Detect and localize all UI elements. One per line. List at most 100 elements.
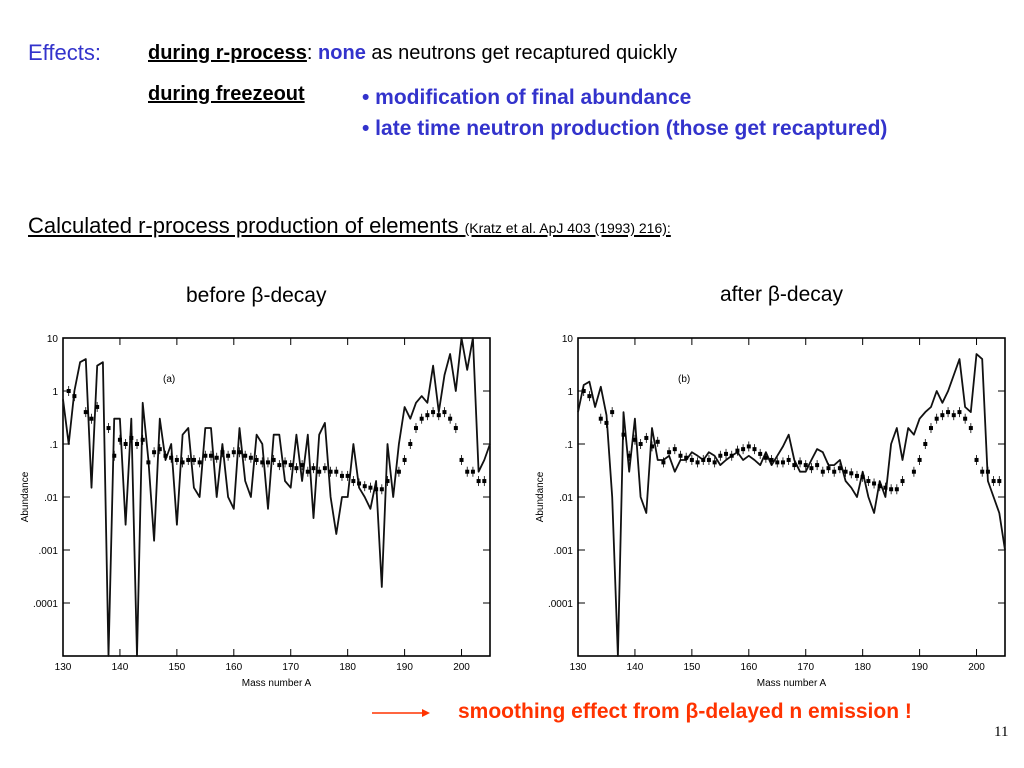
bullet-final-abundance: • modification of final abundance (362, 86, 692, 109)
chart-b-observed-point (803, 460, 808, 471)
chart-b-ytick-label: .0001 (548, 599, 573, 610)
chart-b-observed-point (928, 423, 933, 434)
chart-a-xtick-label: 180 (339, 662, 356, 673)
chart-a-xtick-label: 190 (396, 662, 413, 673)
chart-b-observed-point (917, 454, 922, 465)
chart-a-observed-point (180, 457, 185, 468)
chart-b-observed-point (934, 413, 939, 424)
chart-b-observed-point (724, 448, 729, 459)
chart-b-observed-point (598, 413, 603, 424)
chart-a-observed-point (163, 450, 168, 461)
chart-b-observed-point (752, 444, 757, 455)
chart-b-ytick-label: .001 (554, 546, 574, 557)
chart-b-observed-point (900, 476, 905, 487)
chart-b-observed-point (610, 407, 615, 418)
chart-b-observed-point (689, 454, 694, 465)
chart-a-observed-point (453, 423, 458, 434)
rprocess-text: as neutrons get recaptured quickly (371, 42, 678, 64)
chart-b-observed-point (684, 452, 689, 463)
chart-a-observed-point (254, 454, 259, 465)
chart-b-observed-point (655, 436, 660, 447)
chart-b-calculated-line (577, 353, 1006, 657)
chart-b-observed-point (849, 468, 854, 479)
chart-a-observed-point (311, 463, 316, 474)
chart-a-observed-point (123, 439, 128, 449)
chart-a-observed-point (106, 423, 111, 434)
chart-b-observed-point (661, 457, 666, 468)
chart-b-observed-point (951, 410, 956, 421)
chart-b-observed-point (798, 457, 803, 468)
chart-b-observed-point (627, 450, 632, 461)
chart-a-xtick-label: 200 (453, 662, 470, 673)
chart-b-observed-point (815, 460, 820, 471)
chart-b-observed-point (667, 447, 672, 458)
chart-a-observed-point (271, 454, 276, 465)
chart-b-observed-point (712, 457, 717, 468)
chart-a-observed-point (129, 432, 134, 443)
chart-a-observed-point (322, 463, 327, 474)
chart-a-observed-point (379, 484, 384, 495)
chart-a-observed-point (300, 460, 305, 471)
chart-b-xtick-label: 200 (968, 662, 985, 673)
chart-a-observed-point (203, 450, 208, 461)
chart-b-observed-point (854, 470, 859, 481)
bullet-late-neutron: • late time neutron production (those ge… (362, 117, 888, 140)
chart-b-observed-point (832, 466, 837, 477)
chart-b-xtick-label: 170 (797, 662, 814, 673)
chart-b-observed-point (820, 466, 825, 477)
chart-b-observed-point (872, 478, 877, 489)
chart-after-decay: 130 140 150 160 170 180 190 200 10 1 .1 .01 .001 .000… (535, 334, 1006, 689)
chart-b-observed-point (866, 476, 871, 487)
chart-a-observed-point (197, 457, 202, 468)
chart-a-observed-point (169, 452, 174, 463)
chart-b-observed-point (678, 450, 683, 461)
chart-b-observed-point (650, 441, 655, 452)
chart-a-observed-point (459, 454, 464, 465)
effects-label: Effects: (28, 40, 101, 65)
chart-b-observed-point (940, 410, 945, 421)
chart-a-observed-point (83, 407, 88, 418)
chart-b-xtick-label: 190 (911, 662, 928, 673)
chart-a-observed-point (351, 476, 356, 487)
chart-b-observed-point (746, 441, 751, 452)
chart-a-ylabel: Abundance (20, 471, 31, 522)
chart-b-frame (577, 337, 1006, 657)
chart-a-observed-point (374, 484, 379, 495)
chart-b-xtick-label: 180 (854, 662, 871, 673)
chart-a-observed-point (237, 447, 242, 458)
chart-a-observed-point (260, 457, 265, 468)
chart-b-ytick-label: .01 (559, 493, 573, 504)
chart-a-observed-point (174, 454, 179, 465)
chart-a-observed-point (334, 466, 339, 477)
chart-b-observed-point (769, 454, 774, 465)
chart-a-observed-point (345, 470, 350, 481)
chart-a-observed-point (191, 454, 196, 465)
chart-a-observed-point (265, 457, 270, 468)
chart-b-observed-point (741, 444, 746, 455)
rprocess-label: during r-process (148, 42, 307, 64)
page-number: 11 (994, 724, 1009, 740)
chart-b-observed-point (968, 423, 973, 434)
chart-a-calculated-line (62, 337, 491, 657)
chart-a-observed-point (146, 457, 151, 468)
chart-b-observed-point (923, 439, 928, 449)
chart-a-observed-point (431, 407, 436, 418)
chart-a-observed-point (436, 410, 441, 421)
chart-a-observed-point (396, 466, 401, 477)
chart-b-xtick-label: 150 (684, 662, 701, 673)
chart-a-observed-point (368, 482, 373, 493)
chart-b-observed-point (997, 476, 1002, 487)
chart-a-observed-point (442, 407, 447, 418)
chart-a-observed-point (328, 466, 333, 477)
chart-a-observed-point (470, 466, 475, 477)
chart-a-observed-point (226, 450, 231, 461)
chart-a-observed-point (362, 481, 367, 492)
chart-b-observed-point (758, 448, 763, 459)
chart-b-ytick-label: 1 (567, 387, 573, 398)
chart-b-observed-point (809, 463, 814, 474)
chart-a-xtick-label: 160 (225, 662, 242, 673)
chart-a-observed-point (140, 434, 145, 445)
chart-a-observed-point (186, 454, 191, 465)
chart-b-observed-point (621, 429, 626, 440)
chart-a-observed-point (231, 447, 236, 458)
